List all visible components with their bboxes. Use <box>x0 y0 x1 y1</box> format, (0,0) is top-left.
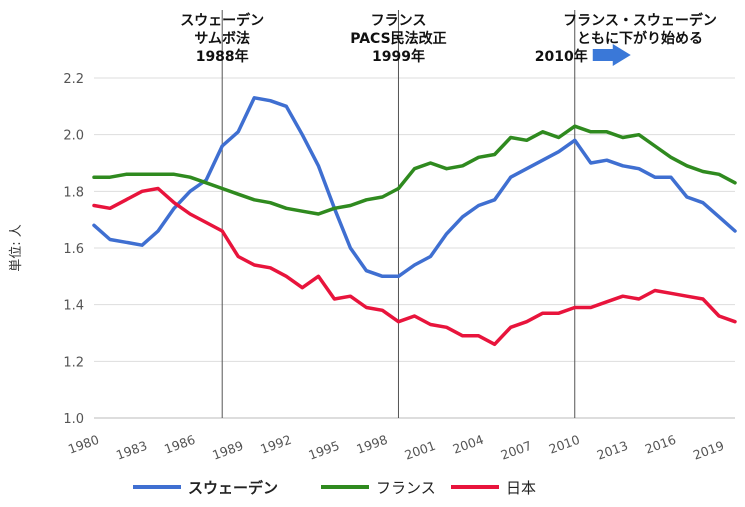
y-tick-label: 1.0 <box>63 412 84 427</box>
x-tick-label: 2013 <box>595 438 630 463</box>
series-lines <box>92 96 737 347</box>
annotation-text: フランス・スウェーデン <box>563 12 717 29</box>
x-tick-label: 2016 <box>643 432 678 457</box>
y-tick-label: 2.0 <box>63 129 84 144</box>
x-tick-label: 1980 <box>66 432 101 457</box>
x-tick-label: 2019 <box>691 438 726 463</box>
x-tick-label: 1986 <box>162 432 197 457</box>
x-tick-label: 1998 <box>354 432 389 457</box>
y-tick-label: 1.2 <box>63 355 84 370</box>
x-tick-label: 1995 <box>306 438 341 463</box>
y-axis-ticks: 1.0 1.2 1.4 1.6 1.8 2.0 2.2 <box>63 72 84 427</box>
annotation-text: ともに下がり始める <box>577 30 703 47</box>
annotation-text: 1999年 <box>372 48 425 65</box>
annotation-text: スウェーデン <box>180 12 264 29</box>
y-axis-label: 単位: 人 <box>8 224 24 272</box>
x-tick-label: 2001 <box>403 438 438 463</box>
annotation-lines <box>221 10 576 418</box>
y-tick-label: 2.2 <box>63 72 84 87</box>
y-tick-label: 1.4 <box>63 299 84 314</box>
series-line <box>92 186 737 347</box>
annotation-text: サムボ法 <box>194 30 250 47</box>
x-tick-label: 1989 <box>210 438 245 463</box>
arrow-icon <box>592 44 631 66</box>
x-tick-label: 1983 <box>114 438 149 463</box>
x-axis-ticks: 1980 1983 1986 1989 1992 1995 1998 2001 2004 2007… <box>66 432 726 463</box>
legend-label: スウェーデン <box>188 479 278 497</box>
legend-label: フランス <box>376 479 436 497</box>
y-tick-label: 1.6 <box>63 242 84 257</box>
x-tick-label: 2010 <box>547 432 582 457</box>
x-tick-label: 1992 <box>258 432 293 457</box>
legend-label: 日本 <box>506 479 536 497</box>
annotation-text: 2010年 <box>535 48 588 65</box>
series-line <box>92 96 737 279</box>
y-tick-label: 1.8 <box>63 185 84 200</box>
gridlines <box>94 77 735 419</box>
x-tick-label: 2004 <box>451 432 486 457</box>
legend: スウェーデン フランス 日本 <box>133 479 536 497</box>
series-line <box>92 124 737 216</box>
annotation-text: 1988年 <box>196 48 249 65</box>
x-tick-label: 2007 <box>499 438 534 463</box>
annotation-text: PACS民法改正 <box>350 30 446 47</box>
annotation-text: フランス <box>371 13 427 29</box>
